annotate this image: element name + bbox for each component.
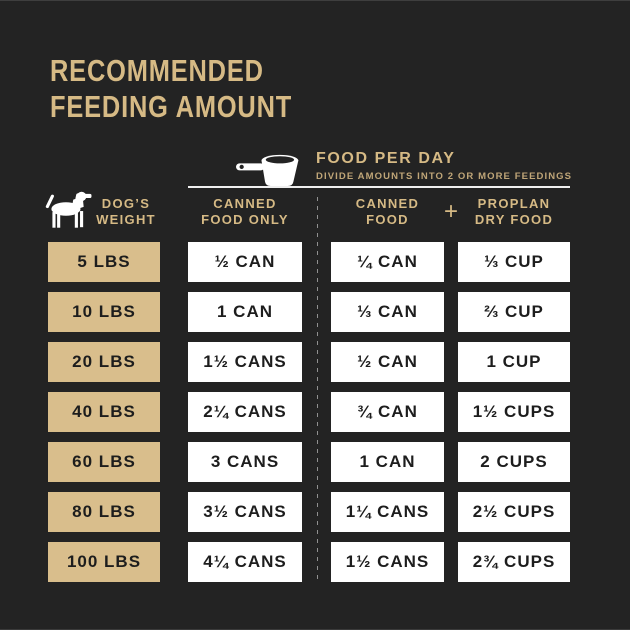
column-header-dogs-weight-line1: DOG’S bbox=[101, 196, 151, 211]
canned-only-cell: ½ CAN bbox=[188, 242, 302, 282]
dry-food-cell: 1½ CUPS bbox=[458, 392, 570, 432]
column-divider-dashed bbox=[317, 197, 318, 583]
canned-only-cell: 3 CANS bbox=[188, 442, 302, 482]
dry-food-cell: 1 CUP bbox=[458, 342, 570, 382]
canned-food-cell: 1½ CANS bbox=[331, 542, 444, 582]
canned-only-cell: 4¼ CANS bbox=[188, 542, 302, 582]
weight-cell: 40 LBS bbox=[48, 392, 160, 432]
weight-cell: 20 LBS bbox=[48, 342, 160, 382]
column-header-dogs-weight: DOG’S WEIGHT bbox=[86, 196, 166, 228]
food-per-day-header: FOOD PER DAY DIVIDE AMOUNTS INTO 2 OR MO… bbox=[316, 150, 572, 182]
column-header-canned-food: CANNED FOOD bbox=[331, 196, 444, 228]
canned-food-cell: ¾ CAN bbox=[331, 392, 444, 432]
food-per-day-subtitle: DIVIDE AMOUNTS INTO 2 OR MORE FEEDINGS bbox=[316, 171, 573, 182]
column-header-canned-line2: FOOD bbox=[366, 212, 409, 227]
weight-cell: 5 LBS bbox=[48, 242, 160, 282]
canned-food-cell: ¼ CAN bbox=[331, 242, 444, 282]
column-header-proplan-dry-food: PROPLAN DRY FOOD bbox=[458, 196, 570, 228]
canned-only-cell: 1 CAN bbox=[188, 292, 302, 332]
page-title-line2: FEEDING AMOUNT bbox=[50, 89, 293, 124]
dry-food-cell: 2¾ CUPS bbox=[458, 542, 570, 582]
header-rule bbox=[188, 186, 570, 188]
weight-cell: 10 LBS bbox=[48, 292, 160, 332]
plus-sign: + bbox=[443, 198, 458, 225]
column-header-dogs-weight-line2: WEIGHT bbox=[96, 212, 156, 227]
canned-food-cell: 1 CAN bbox=[331, 442, 444, 482]
canned-food-cell: 1¼ CANS bbox=[331, 492, 444, 532]
weight-cell: 60 LBS bbox=[48, 442, 160, 482]
measuring-cup-icon bbox=[236, 154, 299, 186]
canned-only-cell: 3½ CANS bbox=[188, 492, 302, 532]
column-header-canned-only-line2: FOOD ONLY bbox=[201, 212, 289, 227]
dry-food-cell: 2½ CUPS bbox=[458, 492, 570, 532]
column-header-canned-food-only: CANNED FOOD ONLY bbox=[188, 196, 302, 228]
weight-cell: 100 LBS bbox=[48, 542, 160, 582]
column-header-canned-line1: CANNED bbox=[355, 196, 420, 211]
dry-food-cell: ⅓ CUP bbox=[458, 242, 570, 282]
page-title-line1: RECOMMENDED bbox=[50, 53, 264, 88]
dog-icon bbox=[45, 191, 92, 228]
page-title: RECOMMENDED FEEDING AMOUNT bbox=[50, 53, 292, 125]
weight-cell: 80 LBS bbox=[48, 492, 160, 532]
dry-food-cell: 2 CUPS bbox=[458, 442, 570, 482]
canned-food-cell: ½ CAN bbox=[331, 342, 444, 382]
canned-only-cell: 1½ CANS bbox=[188, 342, 302, 382]
food-per-day-title: FOOD PER DAY bbox=[316, 150, 456, 167]
column-header-dry-line1: PROPLAN bbox=[477, 196, 551, 211]
canned-only-cell: 2¼ CANS bbox=[188, 392, 302, 432]
column-header-dry-line2: DRY FOOD bbox=[474, 212, 554, 227]
canned-food-cell: ⅓ CAN bbox=[331, 292, 444, 332]
dry-food-cell: ⅔ CUP bbox=[458, 292, 570, 332]
column-header-canned-only-line1: CANNED bbox=[213, 196, 277, 211]
